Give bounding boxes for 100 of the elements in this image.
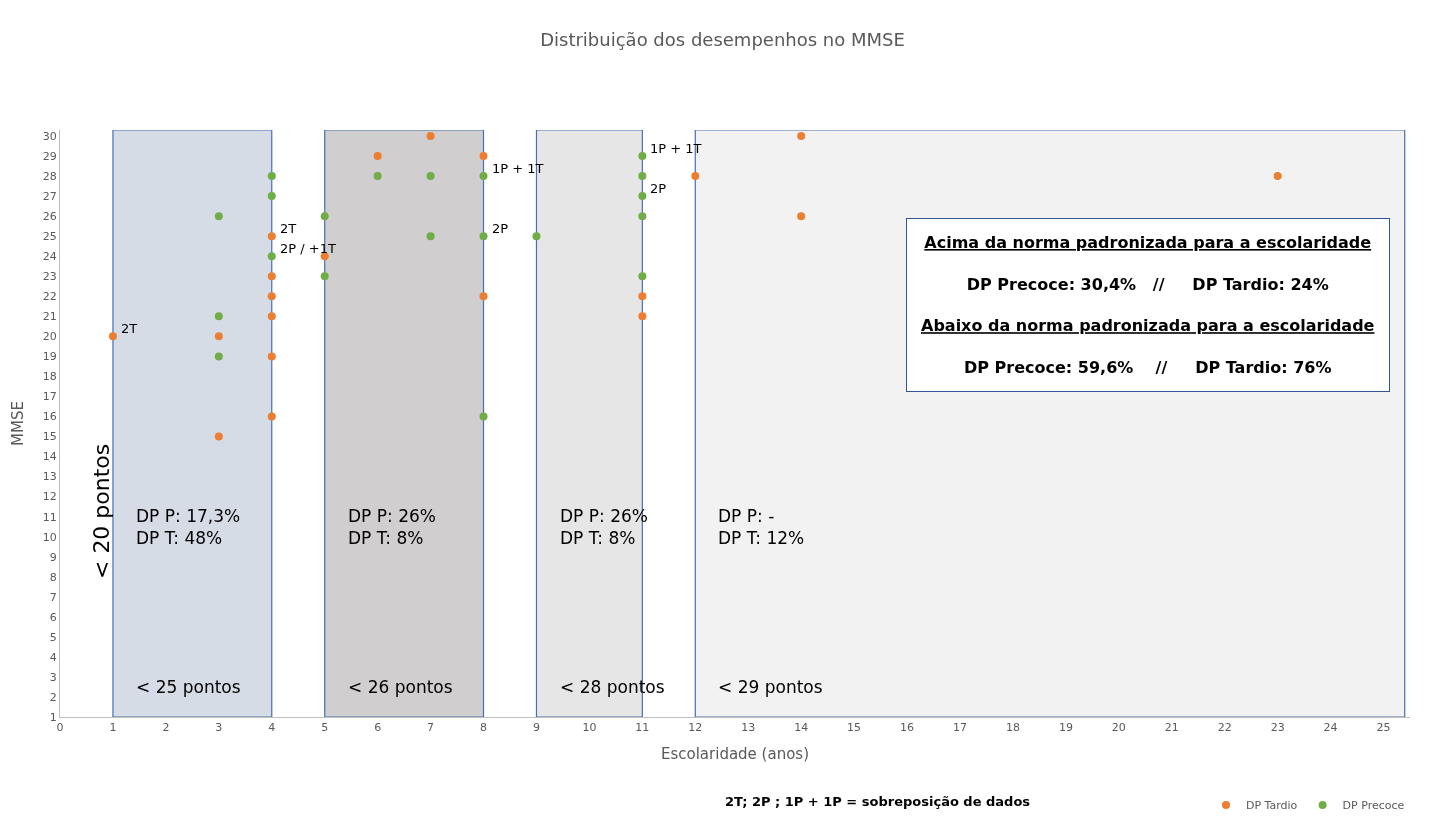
point — [797, 132, 806, 141]
x-tick-label: 4 — [268, 721, 276, 735]
annotation: Acima da norma padronizada para a escolaridade — [924, 233, 1372, 252]
point — [320, 272, 329, 281]
x-tick-label: 8 — [480, 721, 488, 735]
x-tick-label: 0 — [56, 721, 64, 735]
point — [267, 292, 276, 301]
point — [267, 252, 276, 261]
annotation: DP Precoce: 30,4% // DP Tardio: 24% — [966, 274, 1329, 294]
point — [797, 212, 806, 221]
x-tick-label: 3 — [215, 721, 223, 735]
y-tick-label: 10 — [42, 530, 57, 544]
annotation: 2T — [121, 321, 138, 336]
x-tick-label: 6 — [374, 721, 382, 735]
point — [320, 212, 329, 221]
point — [373, 172, 382, 181]
y-tick-label: 2 — [49, 690, 57, 704]
x-tick-label: 18 — [1005, 721, 1020, 735]
band-label: < 25 pontos — [136, 677, 241, 697]
point — [214, 352, 223, 361]
x-tick-label: 15 — [847, 721, 862, 735]
point — [479, 172, 488, 181]
annotation: DP Precoce: 59,6% // DP Tardio: 76% — [964, 357, 1332, 377]
y-tick-label: 19 — [42, 350, 57, 364]
x-tick-label: 10 — [582, 721, 597, 735]
point — [267, 172, 276, 181]
y-tick-label: 25 — [42, 230, 57, 244]
x-tick-label: 2 — [162, 721, 170, 735]
point — [638, 192, 647, 201]
y-tick-label: 17 — [42, 390, 57, 404]
chart-title: Distribuição dos desempenhos no MMSE — [540, 28, 905, 50]
x-tick-label: 25 — [1376, 721, 1391, 735]
annotation: DP P: 26% DP T: 8% — [348, 506, 436, 549]
band-label: < 29 pontos — [718, 677, 823, 697]
point — [267, 192, 276, 201]
legend-label: DP Tardio — [1246, 799, 1298, 813]
y-tick-label: 12 — [42, 490, 57, 504]
point — [479, 232, 488, 241]
point — [267, 412, 276, 421]
y-tick-label: 22 — [42, 290, 57, 304]
annotation: < 20 pontos — [88, 443, 114, 580]
x-tick-label: 20 — [1111, 721, 1126, 735]
y-tick-label: 15 — [42, 430, 57, 444]
y-tick-label: 28 — [42, 169, 57, 183]
point — [638, 212, 647, 221]
point — [691, 172, 700, 181]
y-tick-label: 27 — [42, 189, 57, 203]
point — [479, 412, 488, 421]
x-tick-label: 12 — [688, 721, 703, 735]
point — [426, 132, 435, 141]
x-tick-label: 13 — [741, 721, 756, 735]
x-tick-label: 24 — [1323, 721, 1338, 735]
point — [267, 232, 276, 241]
y-tick-label: 3 — [49, 670, 57, 684]
y-tick-label: 30 — [42, 129, 57, 143]
point — [426, 232, 435, 241]
y-tick-label: 21 — [42, 310, 57, 324]
annotation: DP P: - DP T: 12% — [718, 506, 805, 549]
point — [638, 172, 647, 181]
x-tick-label: 19 — [1058, 721, 1073, 735]
y-tick-label: 14 — [42, 450, 57, 464]
point — [267, 352, 276, 361]
point — [426, 172, 435, 181]
band-label: < 26 pontos — [348, 677, 453, 697]
y-tick-label: 11 — [42, 510, 57, 524]
y-tick-label: 24 — [42, 250, 57, 264]
y-tick-label: 6 — [49, 610, 57, 624]
annotation: 2T — [280, 221, 297, 236]
point — [1273, 172, 1282, 181]
y-tick-label: 29 — [42, 149, 57, 163]
y-tick-label: 8 — [49, 570, 57, 584]
point — [214, 332, 223, 341]
point — [373, 152, 382, 161]
y-tick-label: 23 — [42, 270, 57, 284]
x-tick-label: 9 — [532, 721, 540, 735]
x-tick-label: 22 — [1217, 721, 1232, 735]
point — [638, 312, 647, 321]
y-axis-title: MMSE — [9, 401, 28, 446]
y-tick-label: 26 — [42, 210, 57, 223]
y-tick-label: 5 — [49, 630, 57, 644]
annotation: DP P: 17,3% DP T: 48% — [136, 506, 241, 549]
x-tick-label: 21 — [1164, 721, 1179, 735]
y-tick-label: 7 — [49, 590, 57, 604]
x-tick-label: 1 — [109, 721, 117, 735]
y-tick-label: 9 — [49, 550, 57, 564]
x-tick-label: 5 — [321, 721, 329, 735]
point — [638, 292, 647, 301]
y-tick-label: 20 — [42, 330, 57, 344]
annotation: Abaixo da norma padronizada para a escolaridade — [921, 316, 1375, 336]
x-tick-label: 23 — [1270, 721, 1285, 735]
point — [214, 432, 223, 441]
y-tick-label: 13 — [42, 470, 57, 484]
point — [532, 232, 541, 241]
point — [214, 212, 223, 221]
point — [638, 152, 647, 161]
text: 2T; 2P ; 1P + 1P = sobreposição de dados — [725, 794, 1031, 809]
point — [267, 312, 276, 321]
point — [479, 152, 488, 161]
y-tick-label: 18 — [42, 370, 57, 384]
point — [267, 272, 276, 281]
